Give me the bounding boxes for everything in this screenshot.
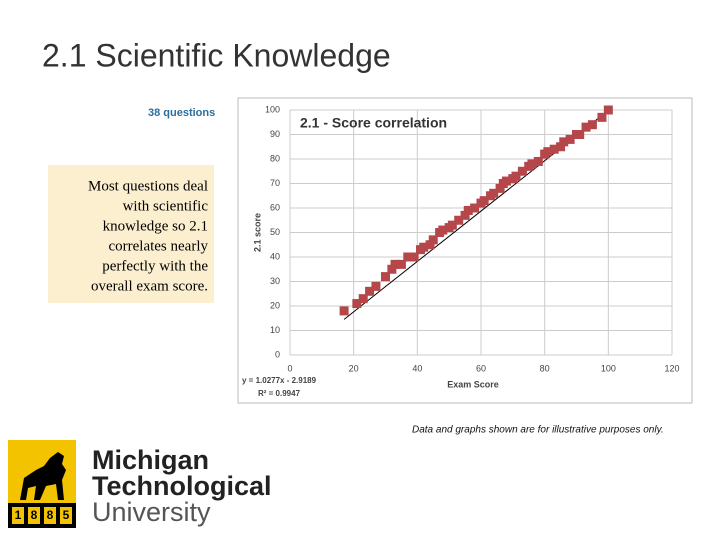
- logo-year-box: [12, 507, 24, 524]
- question-count: 38 questions: [148, 107, 215, 119]
- point: [460, 210, 470, 220]
- point: [396, 259, 406, 269]
- point: [425, 240, 435, 250]
- logo-year: 5: [63, 508, 70, 522]
- point: [543, 147, 553, 157]
- point: [390, 259, 400, 269]
- point: [365, 286, 375, 296]
- chart-title: 2.1 - Score correlation: [300, 115, 447, 131]
- y-tick-label: 40: [270, 251, 280, 261]
- point: [381, 272, 390, 282]
- logo-husky: [20, 452, 66, 500]
- point: [403, 252, 413, 262]
- point: [501, 176, 511, 186]
- y-tick-label: 20: [270, 300, 280, 310]
- y-axis-label: 2.1 score: [252, 213, 262, 252]
- y-tick-label: 30: [270, 276, 280, 286]
- trend-equation: y = 1.0277x - 2.9189: [242, 376, 317, 385]
- note-box: [48, 165, 214, 303]
- logo-year: 8: [31, 508, 38, 522]
- logo-year: 1: [15, 508, 22, 522]
- point: [581, 122, 591, 132]
- y-tick-label: 70: [270, 178, 280, 188]
- logo-text: Technological: [92, 471, 272, 501]
- y-tick-label: 50: [270, 227, 280, 237]
- point: [339, 306, 349, 316]
- point: [527, 159, 537, 169]
- point: [438, 225, 448, 235]
- logo-year-box: [44, 507, 56, 524]
- trend-r2: R² = 0.9947: [258, 389, 301, 398]
- note-line: Most questions deal: [88, 178, 208, 194]
- chart-frame: [237, 97, 693, 404]
- point: [556, 142, 566, 152]
- disclaimer: Data and graphs shown are for illustrati…: [412, 425, 664, 436]
- point: [489, 188, 499, 198]
- logo-text: Michigan: [92, 445, 209, 475]
- note-line: knowledge so 2.1: [103, 218, 208, 234]
- logo-text: University: [92, 497, 211, 527]
- logo-year: 8: [47, 508, 54, 522]
- x-tick-label: 40: [412, 363, 422, 373]
- point: [495, 183, 505, 193]
- point: [352, 299, 362, 309]
- note-line: overall exam score.: [91, 278, 208, 294]
- point: [559, 137, 569, 147]
- point: [470, 203, 480, 213]
- slide-title: 2.1 Scientific Knowledge: [42, 37, 391, 73]
- point: [549, 144, 559, 154]
- point: [565, 134, 575, 144]
- y-tick-label: 60: [270, 202, 280, 212]
- point: [597, 112, 607, 122]
- note-line: correlates nearly: [108, 238, 208, 254]
- point: [454, 215, 464, 225]
- y-tick-label: 80: [270, 153, 280, 163]
- point: [409, 252, 419, 262]
- point: [428, 235, 438, 245]
- point: [511, 171, 521, 181]
- point: [517, 166, 527, 176]
- x-tick-label: 80: [540, 363, 550, 373]
- point: [533, 156, 543, 166]
- point: [447, 220, 457, 230]
- point: [479, 196, 489, 206]
- point: [463, 205, 473, 215]
- note-line: with scientific: [123, 198, 209, 214]
- x-tick-label: 100: [601, 363, 616, 373]
- y-tick-label: 0: [275, 349, 280, 359]
- x-tick-label: 0: [287, 363, 292, 373]
- y-tick-label: 90: [270, 129, 280, 139]
- x-tick-label: 120: [664, 363, 679, 373]
- note-line: perfectly with the: [102, 258, 208, 274]
- point: [358, 294, 368, 304]
- x-axis-label: Exam Score: [447, 379, 499, 389]
- y-tick-label: 10: [270, 325, 280, 335]
- x-tick-label: 60: [476, 363, 486, 373]
- logo-year-box: [28, 507, 40, 524]
- logo-year-box: [60, 507, 72, 524]
- point: [587, 120, 597, 130]
- point: [387, 264, 397, 274]
- point: [419, 242, 429, 252]
- x-tick-label: 20: [349, 363, 359, 373]
- y-tick-label: 100: [265, 104, 280, 114]
- point: [603, 105, 613, 115]
- point: [371, 281, 381, 291]
- point: [575, 130, 585, 139]
